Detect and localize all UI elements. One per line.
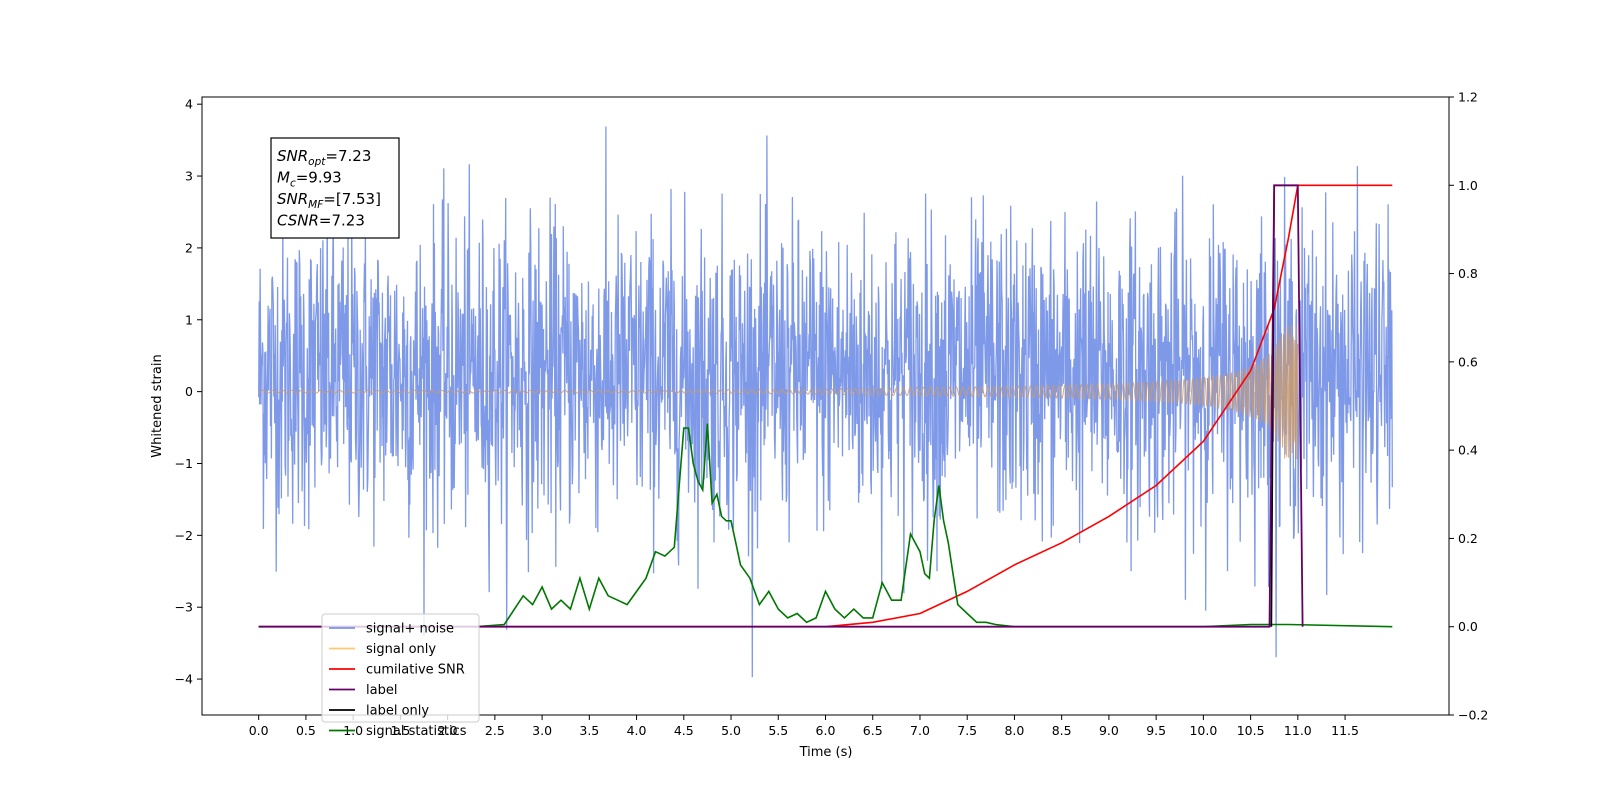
y-tick-label: 3 xyxy=(185,169,193,184)
legend-label-signal: signal only xyxy=(366,642,436,657)
series-signal-noise xyxy=(258,126,1393,678)
x-tick-label: 11.5 xyxy=(1331,723,1359,738)
y2-tick-label: 0.0 xyxy=(1458,619,1478,634)
x-tick-label: 2.0 xyxy=(438,723,458,738)
x-tick-label: 11.0 xyxy=(1284,723,1312,738)
y2-tick-label: 1.0 xyxy=(1458,178,1478,193)
x-tick-label: 7.5 xyxy=(957,723,977,738)
y2-tick-label: 0.6 xyxy=(1458,354,1478,369)
y-axis-ticks: −4 −3 −2 −1 0 1 2 3 4 xyxy=(175,97,202,687)
x-tick-label: 3.5 xyxy=(579,723,599,738)
x-tick-label: 1.5 xyxy=(390,723,410,738)
x-axis-ticks: 0.0 0.5 1.0 1.5 2.0 2.5 3.0 3.5 4.0 4.5 5.0 5.5 6.0 6… xyxy=(249,715,1359,738)
x-tick-label: 2.5 xyxy=(485,723,505,738)
x-tick-label: 4.5 xyxy=(674,723,694,738)
y-tick-label: −3 xyxy=(175,600,193,615)
y2-tick-label: 0.8 xyxy=(1458,266,1478,281)
annotation-line: SNRopt=7.23 xyxy=(277,147,371,168)
y-tick-label: −1 xyxy=(175,456,193,471)
x-tick-label: 8.5 xyxy=(1052,723,1072,738)
x-tick-label: 8.0 xyxy=(1004,723,1024,738)
y2-axis-ticks: −0.2 0.0 0.2 0.4 0.6 0.8 1.0 1.2 xyxy=(1449,90,1488,723)
y-tick-label: 2 xyxy=(185,240,193,255)
plot-area xyxy=(258,126,1393,678)
y2-tick-label: 0.4 xyxy=(1458,443,1478,458)
y-tick-label: 1 xyxy=(185,312,193,327)
x-tick-label: 9.0 xyxy=(1099,723,1119,738)
x-tick-label: 7.0 xyxy=(910,723,930,738)
x-tick-label: 6.0 xyxy=(816,723,836,738)
series-signal-only xyxy=(258,324,1299,460)
y-tick-label: 0 xyxy=(185,384,193,399)
legend-label-csnr: cumilative SNR xyxy=(366,663,465,678)
x-tick-label: 9.5 xyxy=(1146,723,1166,738)
y-tick-label: 4 xyxy=(185,97,193,112)
y2-tick-label: 0.2 xyxy=(1458,531,1478,546)
x-axis-label: Time (s) xyxy=(799,745,853,760)
x-tick-label: 0.0 xyxy=(249,723,269,738)
legend: signal+ noise signal only cumilative SNR la… xyxy=(321,613,480,739)
annotation-line: SNRMF=[7.53] xyxy=(277,190,381,211)
x-tick-label: 10.0 xyxy=(1189,723,1217,738)
x-tick-label: 5.5 xyxy=(768,723,788,738)
y-tick-label: −4 xyxy=(175,672,193,687)
y2-tick-label: 1.2 xyxy=(1458,90,1478,105)
x-tick-label: 6.5 xyxy=(863,723,883,738)
legend-label-label: label xyxy=(366,683,397,698)
annotation-line: CSNR=7.23 xyxy=(277,212,365,230)
x-tick-label: 5.0 xyxy=(721,723,741,738)
x-tick-label: 10.5 xyxy=(1237,723,1265,738)
series-cumulative-snr xyxy=(258,184,1393,628)
legend-label-label_only: label only xyxy=(366,704,429,719)
x-tick-label: 3.0 xyxy=(532,723,552,738)
series-label xyxy=(258,184,1304,628)
legend-label-noise: signal+ noise xyxy=(366,622,454,637)
series-signal-statistics xyxy=(258,423,1393,628)
legend-label-stats: signal statistics xyxy=(366,724,467,739)
y-tick-label: −2 xyxy=(175,528,193,543)
x-tick-label: 4.0 xyxy=(627,723,647,738)
annotation-line: Mc=9.93 xyxy=(277,169,342,190)
y2-tick-label: −0.2 xyxy=(1458,708,1488,723)
y-axis-label: Whitened strain xyxy=(150,354,165,457)
x-tick-label: 0.5 xyxy=(296,723,316,738)
